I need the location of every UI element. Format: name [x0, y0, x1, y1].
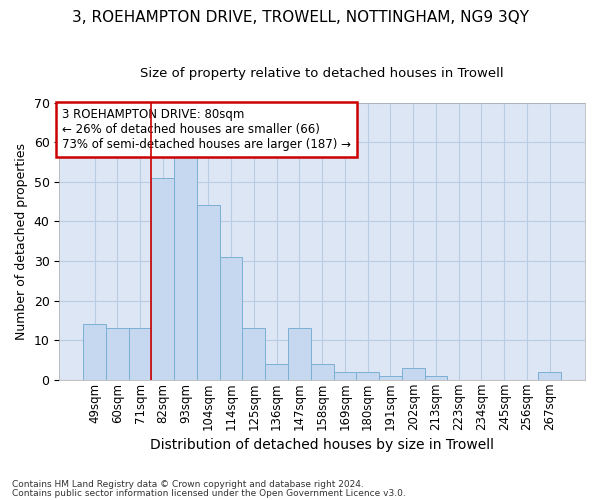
Bar: [334, 372, 356, 380]
Bar: [174, 150, 197, 380]
Bar: [197, 206, 220, 380]
Bar: [83, 324, 106, 380]
Y-axis label: Number of detached properties: Number of detached properties: [15, 142, 28, 340]
Bar: [538, 372, 561, 380]
Bar: [151, 178, 174, 380]
Text: Contains HM Land Registry data © Crown copyright and database right 2024.: Contains HM Land Registry data © Crown c…: [12, 480, 364, 489]
Bar: [425, 376, 448, 380]
Title: Size of property relative to detached houses in Trowell: Size of property relative to detached ho…: [140, 68, 504, 80]
Text: 3 ROEHAMPTON DRIVE: 80sqm
← 26% of detached houses are smaller (66)
73% of semi-: 3 ROEHAMPTON DRIVE: 80sqm ← 26% of detac…: [62, 108, 351, 151]
Bar: [356, 372, 379, 380]
Bar: [128, 328, 151, 380]
Bar: [311, 364, 334, 380]
X-axis label: Distribution of detached houses by size in Trowell: Distribution of detached houses by size …: [150, 438, 494, 452]
Bar: [106, 328, 128, 380]
Bar: [220, 257, 242, 380]
Bar: [242, 328, 265, 380]
Bar: [402, 368, 425, 380]
Bar: [379, 376, 402, 380]
Bar: [265, 364, 288, 380]
Text: 3, ROEHAMPTON DRIVE, TROWELL, NOTTINGHAM, NG9 3QY: 3, ROEHAMPTON DRIVE, TROWELL, NOTTINGHAM…: [71, 10, 529, 25]
Bar: [288, 328, 311, 380]
Text: Contains public sector information licensed under the Open Government Licence v3: Contains public sector information licen…: [12, 488, 406, 498]
